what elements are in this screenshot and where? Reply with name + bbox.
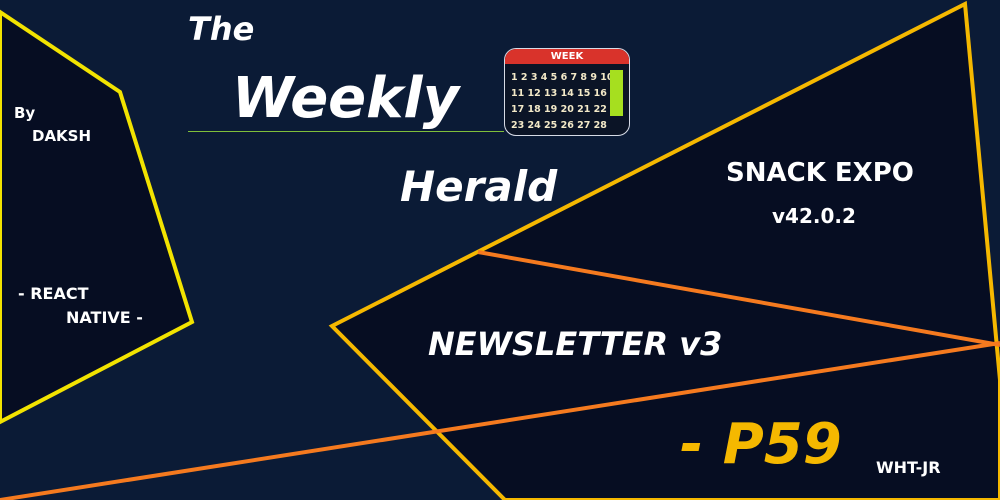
- title-underline: [188, 131, 504, 132]
- calendar-row: 1 2 3 4 5 6 7 8 9 10: [511, 72, 614, 83]
- calendar-header: WEEK: [505, 49, 629, 64]
- calendar-days: 1 2 3 4 5 6 7 8 9 10 11 12 13 14 15 16 1…: [511, 70, 613, 134]
- framework-line-1: - REACT: [18, 284, 89, 303]
- byline-label: By: [14, 104, 36, 122]
- calendar-icon: WEEK 1 2 3 4 5 6 7 8 9 10 11 12 13 14 15…: [504, 48, 630, 136]
- event-name: SNACK EXPO: [726, 158, 914, 188]
- calendar-progress-bar: [610, 70, 623, 116]
- framework-line-2: NATIVE -: [66, 308, 143, 327]
- orange-cross-line: [477, 250, 1000, 347]
- calendar-row: 11 12 13 14 15 16: [511, 88, 607, 99]
- left-panel: [0, 9, 195, 425]
- orange-diagonal-line: [0, 341, 1000, 500]
- author-tag: WHT-JR: [876, 458, 941, 477]
- title-the: The: [188, 10, 255, 48]
- page-number: - P59: [680, 412, 842, 477]
- title-weekly: Weekly: [232, 66, 460, 131]
- author-name: DAKSH: [32, 127, 92, 145]
- calendar-row: 17 18 19 20 21 22: [511, 104, 607, 115]
- right-panel: [328, 0, 1000, 500]
- calendar-row: 23 24 25 26 27 28: [511, 120, 607, 131]
- newsletter-label: NEWSLETTER v3: [428, 325, 723, 363]
- event-version: v42.0.2: [772, 204, 856, 228]
- title-herald: Herald: [400, 162, 558, 211]
